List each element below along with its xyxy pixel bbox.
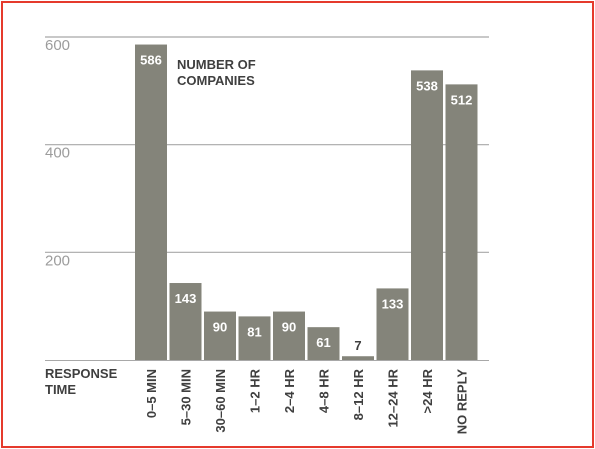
y-tick-label: 400 xyxy=(45,145,70,162)
series-label-line: COMPANIES xyxy=(177,73,255,88)
bar-value-label: 90 xyxy=(282,320,296,335)
bar-value-label: 143 xyxy=(175,291,197,306)
x-axis-ticks: 0–5 MIN 5–30 MIN 30–60 MIN 1–2 HR 2–4 HR 4–8 … xyxy=(144,368,470,434)
x-tick-label: 5–30 MIN xyxy=(179,369,194,425)
bar xyxy=(445,84,478,360)
bar-chart: 200 400 600 586 143 90 81 90 61 7 133 538 512 0–5 M… xyxy=(45,36,489,434)
x-axis-title-line: TIME xyxy=(45,382,76,397)
x-tick-label: 0–5 MIN xyxy=(144,369,159,418)
x-tick-label: NO REPLY xyxy=(455,369,470,435)
bar xyxy=(376,288,409,360)
x-tick-label: 2–4 HR xyxy=(282,368,297,413)
bar-value-label: 512 xyxy=(451,92,473,107)
y-tick-label: 600 xyxy=(45,37,70,54)
bar xyxy=(342,356,374,360)
x-tick-label: 4–8 HR xyxy=(317,368,332,413)
bar-value-label: 90 xyxy=(213,320,227,335)
bar xyxy=(273,311,305,360)
bar-value-label: 7 xyxy=(354,338,361,353)
x-tick-label: 8–12 HR xyxy=(351,368,366,420)
x-tick-label: 1–2 HR xyxy=(248,368,263,413)
bar xyxy=(411,70,443,361)
bar-value-label: 81 xyxy=(247,324,261,339)
bar-value-label: 133 xyxy=(382,296,404,311)
bar xyxy=(204,311,236,360)
y-tick-label: 200 xyxy=(45,252,70,269)
bar xyxy=(169,283,202,360)
bar-value-label: 61 xyxy=(316,335,330,350)
bar xyxy=(135,44,167,360)
bar-value-label: 538 xyxy=(416,78,438,93)
x-axis-title-line: RESPONSE xyxy=(45,366,118,381)
bars: 586 143 90 81 90 61 7 133 538 512 xyxy=(135,44,478,361)
bar xyxy=(307,327,340,360)
x-tick-label: 30–60 MIN xyxy=(213,369,228,433)
bar-value-label: 586 xyxy=(140,53,162,68)
bar xyxy=(238,316,271,360)
x-tick-label: 12–24 HR xyxy=(386,368,401,427)
series-label-line: NUMBER OF xyxy=(177,57,256,72)
x-tick-label: >24 HR xyxy=(420,368,435,413)
y-axis-ticks: 200 400 600 xyxy=(45,37,70,269)
